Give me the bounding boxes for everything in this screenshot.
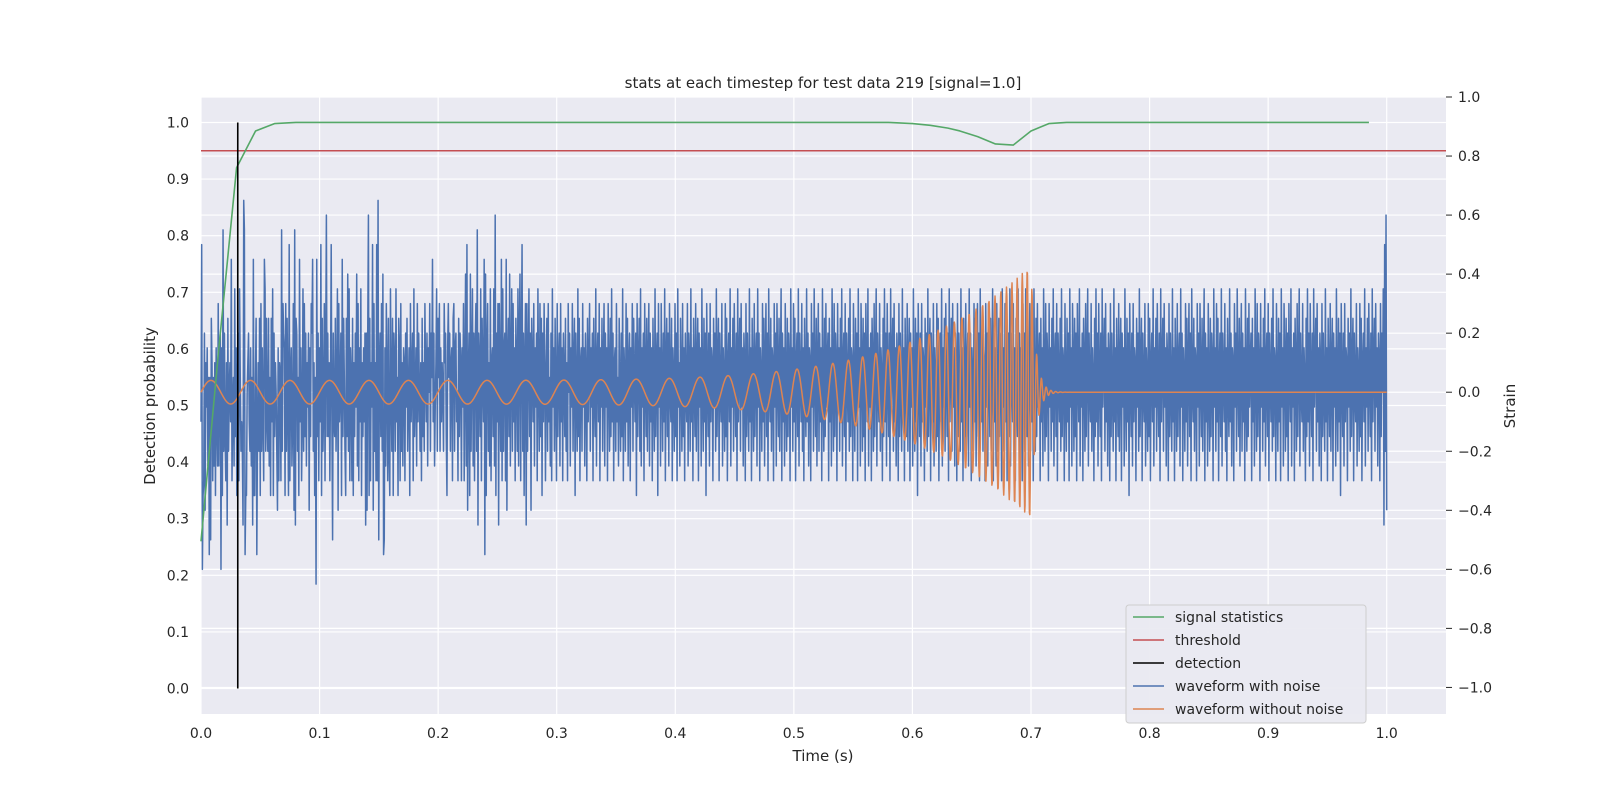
legend-label: waveform without noise (1175, 702, 1343, 718)
legend: signal statistics threshold detection wa… (1125, 604, 1367, 724)
signal-statistics-line (200, 121, 1369, 542)
legend-box (1125, 604, 1367, 724)
x-tick-label: 0.0 (190, 726, 212, 742)
waveform-with-noise-line (200, 199, 1388, 585)
y-tick-label: 0.5 (167, 399, 189, 415)
chart-title: stats at each timestep for test data 219… (625, 74, 1022, 92)
y2-axis-ticks: −1.0 −0.8 −0.6 −0.4 −0.2 0.0 0.2 0.4 0.6 0.8 1.0 (1446, 90, 1492, 696)
y-axis-label: Detection probability (141, 327, 159, 485)
y2-tick-label: 0.4 (1458, 267, 1480, 283)
y-tick-label: 0.1 (167, 625, 189, 641)
y2-tick-label: −0.8 (1458, 621, 1492, 637)
x-tick-label: 0.1 (308, 726, 330, 742)
y2-tick-label: −0.4 (1458, 503, 1492, 519)
y2-tick-label: 0.6 (1458, 208, 1480, 224)
legend-item: waveform with noise (1133, 679, 1320, 695)
y2-tick-label: −0.6 (1458, 562, 1492, 578)
x-tick-label: 0.8 (1138, 726, 1160, 742)
legend-label: detection (1175, 656, 1241, 672)
y-tick-label: 0.4 (167, 455, 189, 471)
y-tick-label: 0.9 (167, 172, 189, 188)
y2-tick-label: 0.0 (1458, 385, 1480, 401)
x-axis-ticks: 0.0 0.1 0.2 0.3 0.4 0.5 0.6 0.7 0.8 0.9 1.0 (190, 726, 1398, 742)
x-tick-label: 0.5 (783, 726, 805, 742)
y-tick-label: 0.7 (167, 285, 189, 301)
y-tick-label: 1.0 (167, 115, 189, 131)
x-tick-label: 1.0 (1376, 726, 1398, 742)
x-tick-label: 0.6 (901, 726, 923, 742)
x-tick-label: 0.2 (427, 726, 449, 742)
legend-label: threshold (1175, 633, 1241, 649)
y-axis-ticks: 0.0 0.1 0.2 0.3 0.4 0.5 0.6 0.7 0.8 0.9 1.0 (167, 115, 189, 697)
legend-item: detection (1133, 656, 1241, 672)
x-tick-label: 0.9 (1257, 726, 1279, 742)
legend-label: waveform with noise (1175, 679, 1320, 695)
y2-tick-label: 0.8 (1458, 149, 1480, 165)
x-tick-label: 0.3 (546, 726, 568, 742)
y-tick-label: 0.6 (167, 342, 189, 358)
y-tick-label: 0.0 (167, 682, 189, 698)
legend-item: signal statistics (1133, 610, 1283, 626)
waveform-without-noise-line (200, 271, 1388, 516)
legend-item: threshold (1133, 633, 1241, 649)
series-layer (200, 121, 1446, 689)
y2-tick-label: 0.2 (1458, 326, 1480, 342)
y2-axis-label: Strain (1501, 384, 1519, 428)
y2-tick-label: −0.2 (1458, 444, 1492, 460)
y-tick-label: 0.8 (167, 229, 189, 245)
y-tick-label: 0.3 (167, 512, 189, 528)
y2-tick-label: 1.0 (1458, 90, 1480, 106)
legend-item: waveform without noise (1133, 702, 1343, 718)
y-tick-label: 0.2 (167, 568, 189, 584)
x-axis-label: Time (s) (792, 747, 854, 765)
y2-tick-label: −1.0 (1458, 680, 1492, 696)
legend-label: signal statistics (1175, 610, 1283, 626)
x-tick-label: 0.4 (664, 726, 686, 742)
x-tick-label: 0.7 (1020, 726, 1042, 742)
